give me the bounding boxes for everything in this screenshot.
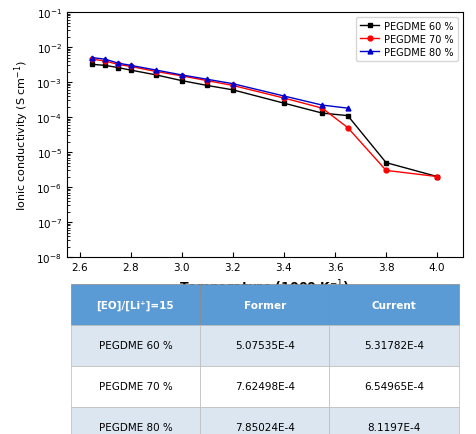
Line: PEGDME 80 %: PEGDME 80 %	[89, 56, 349, 111]
Y-axis label: Ionic conductivity (S cm$^{-1}$): Ionic conductivity (S cm$^{-1}$)	[12, 60, 31, 210]
PEGDME 60 %	[89, 62, 95, 68]
PEGDME 60 %	[344, 114, 350, 119]
PEGDME 60 %	[433, 174, 439, 180]
Line: PEGDME 60 %: PEGDME 60 %	[89, 63, 439, 180]
PEGDME 80 %	[128, 64, 133, 69]
PEGDME 60 %	[128, 68, 133, 73]
PEGDME 70 %	[128, 65, 133, 70]
PEGDME 70 %	[178, 74, 184, 79]
PEGDME 70 %	[153, 70, 159, 75]
PEGDME 80 %	[204, 78, 210, 83]
PEGDME 70 %	[382, 168, 388, 174]
PEGDME 70 %	[102, 59, 108, 65]
PEGDME 70 %	[433, 174, 439, 180]
PEGDME 80 %	[280, 94, 286, 99]
PEGDME 60 %	[382, 161, 388, 166]
PEGDME 80 %	[115, 61, 120, 66]
PEGDME 80 %	[344, 106, 350, 112]
X-axis label: Temperature (1000 K$^{-1}$): Temperature (1000 K$^{-1}$)	[179, 278, 349, 297]
PEGDME 80 %	[229, 82, 235, 87]
PEGDME 70 %	[89, 57, 95, 62]
PEGDME 60 %	[204, 84, 210, 89]
PEGDME 60 %	[102, 64, 108, 69]
PEGDME 70 %	[344, 126, 350, 131]
PEGDME 60 %	[280, 101, 286, 106]
PEGDME 80 %	[153, 68, 159, 73]
Legend: PEGDME 60 %, PEGDME 70 %, PEGDME 80 %: PEGDME 60 %, PEGDME 70 %, PEGDME 80 %	[356, 18, 457, 61]
PEGDME 80 %	[89, 56, 95, 61]
PEGDME 60 %	[115, 66, 120, 71]
PEGDME 80 %	[318, 103, 324, 108]
Line: PEGDME 70 %: PEGDME 70 %	[89, 58, 439, 180]
PEGDME 70 %	[204, 79, 210, 84]
PEGDME 70 %	[229, 84, 235, 89]
PEGDME 60 %	[153, 73, 159, 79]
PEGDME 60 %	[178, 79, 184, 84]
PEGDME 60 %	[229, 88, 235, 93]
PEGDME 80 %	[178, 73, 184, 79]
PEGDME 70 %	[318, 106, 324, 112]
PEGDME 70 %	[115, 62, 120, 68]
PEGDME 80 %	[102, 57, 108, 62]
PEGDME 60 %	[318, 111, 324, 116]
PEGDME 70 %	[280, 96, 286, 102]
